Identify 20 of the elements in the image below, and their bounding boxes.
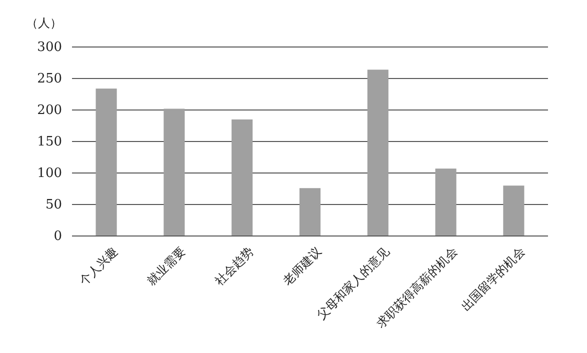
y-tick-label: 100 bbox=[37, 166, 62, 182]
bar bbox=[367, 70, 388, 236]
y-axis-title: （人） bbox=[26, 16, 62, 30]
x-tick-label: 个人兴趣 bbox=[76, 244, 120, 288]
x-tick-label: 就业需要 bbox=[144, 244, 188, 288]
y-tick-label: 150 bbox=[37, 134, 62, 150]
x-tick-label: 社会趋势 bbox=[212, 244, 256, 288]
bar bbox=[299, 188, 321, 236]
x-tick-label: 老师建议 bbox=[280, 244, 324, 288]
bar bbox=[232, 119, 253, 236]
bar bbox=[164, 108, 185, 236]
bar bbox=[435, 168, 456, 236]
y-tick-label: 300 bbox=[37, 40, 62, 56]
x-tick-label: 出国留学的机会 bbox=[458, 244, 528, 314]
bar bbox=[96, 88, 117, 236]
bar bbox=[503, 186, 524, 236]
y-tick-label: 250 bbox=[37, 72, 62, 87]
y-tick-label: 200 bbox=[37, 103, 62, 118]
y-tick-label: 50 bbox=[45, 198, 62, 213]
y-tick-label: 0 bbox=[54, 229, 62, 244]
